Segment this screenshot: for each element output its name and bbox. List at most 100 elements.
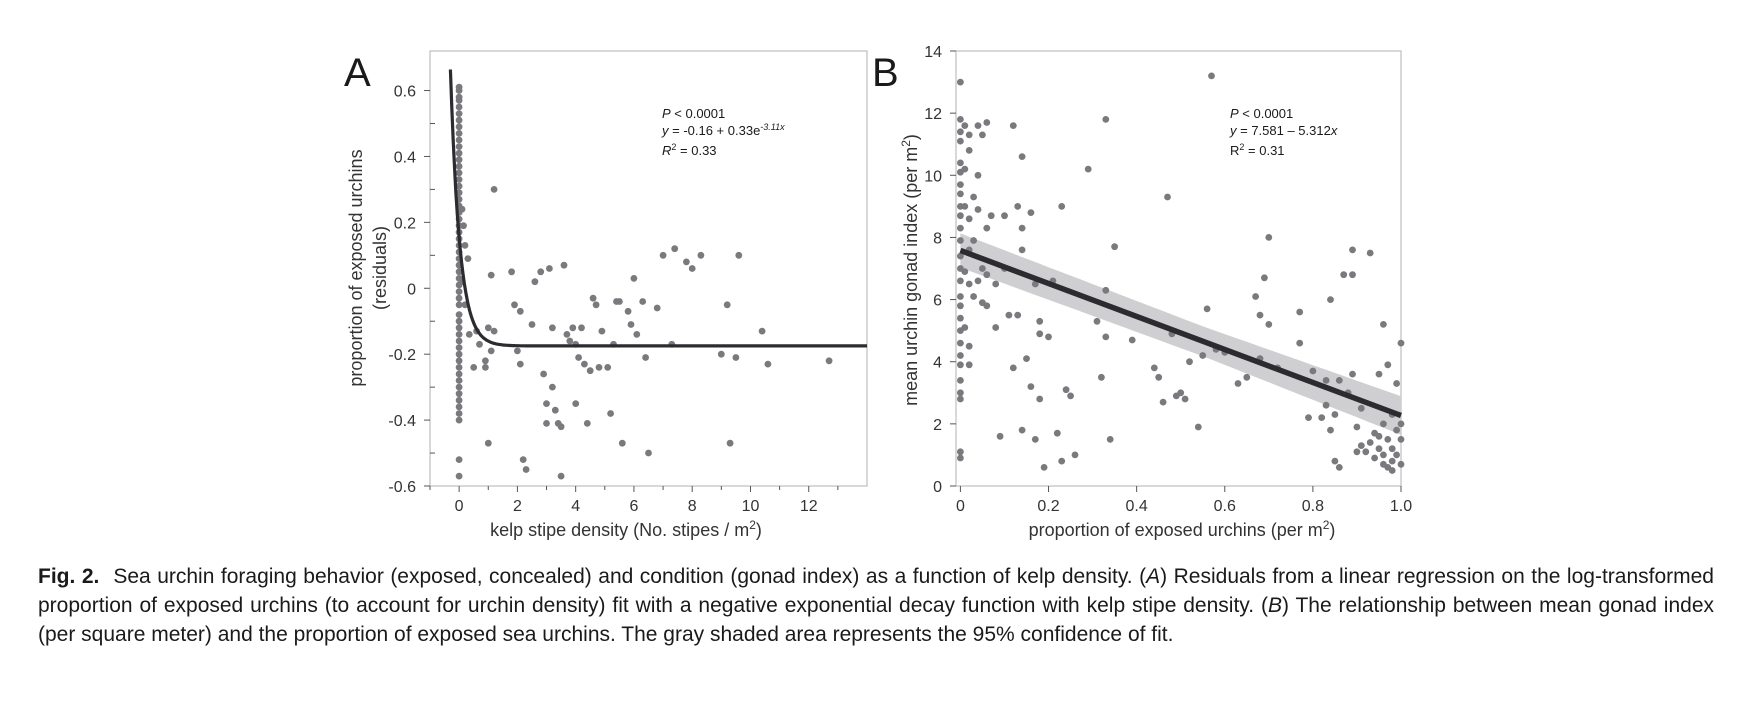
panel-b-frame [955, 50, 1402, 487]
panel-a-point-71 [490, 186, 498, 193]
panel-b-point-85 [1084, 165, 1092, 173]
panel-a-x-tick-label-6: 12 [800, 498, 818, 515]
panel-a-point-107 [604, 364, 612, 371]
panel-b-point-90 [1102, 333, 1110, 341]
caption-text-2: ) Residuals from a linear regression on … [38, 565, 1714, 617]
panel-b-x-tick-label-0: 0 [956, 498, 965, 515]
panel-a-frame [429, 50, 868, 487]
panel-a-point-7 [455, 123, 463, 131]
panel-a-point-106 [598, 327, 606, 335]
panel-b-point-32 [965, 131, 973, 139]
panel-a-point-76 [516, 360, 524, 368]
panel-a-point-3 [455, 97, 463, 104]
panel-b-point-27 [961, 122, 969, 129]
panel-b-point-36 [965, 280, 973, 288]
panel-b-point-45 [974, 277, 982, 285]
panel-b-point-31 [961, 324, 969, 331]
panel-b-point-2 [957, 128, 964, 136]
panel-a-point-82 [540, 370, 547, 378]
panel-a-point-80 [531, 278, 539, 286]
panel-b-point-140 [1362, 448, 1370, 456]
panel-a-point-92 [560, 261, 568, 269]
panel-b-point-44 [974, 206, 982, 213]
svg-text:mean urchin gonad index (per m: mean urchin gonad index (per m2) [899, 134, 921, 406]
panel-b-point-42 [974, 122, 982, 129]
panel-a-equation: y = -0.16 + 0.33e-3.11x [661, 122, 785, 138]
panel-b-point-19 [957, 339, 964, 347]
panel-a-point-118 [642, 354, 649, 361]
panel-b-point-153 [1384, 361, 1392, 369]
panel-b-point-103 [1194, 423, 1202, 431]
panel-b-point-6 [957, 181, 964, 189]
panel-a-p-value: P < 0.0001 [662, 106, 725, 121]
panel-a-ticks: 0 2 4 6 8 10 12 -0.6 -0.4 -0.2 0 0.2 0.4 0.6 [388, 84, 839, 515]
panel-b-point-135 [1349, 370, 1356, 378]
panel-a-point-113 [624, 307, 632, 315]
panel-a-point-60 [465, 331, 473, 338]
panel-b-point-17 [957, 314, 964, 322]
panel-b-point-62 [1014, 203, 1022, 210]
panel-a-x-tick-label-0: 0 [455, 498, 464, 515]
panel-b-point-9 [957, 212, 964, 220]
panel-b: B 0 0.2 0.4 0.6 0.8 1.0 0 2 4 6 8 10 12 14 P < 0.0001… [872, 44, 1412, 540]
panel-b-point-145 [1375, 432, 1383, 440]
panel-b-point-12 [957, 252, 964, 260]
panel-b-point-26 [957, 454, 964, 462]
panel-b-point-119 [1296, 308, 1304, 316]
panel-a-point-6 [455, 116, 463, 124]
panel-b-point-84 [1071, 451, 1079, 459]
panel-b-point-3 [957, 137, 964, 145]
panel-a: A 0 2 4 6 8 10 12 -0.6 -0.4 -0.2 0 0.2 0.4 0.6 P < 0.… [344, 50, 868, 540]
panel-a-point-37 [455, 324, 463, 332]
panel-a-point-93 [563, 331, 571, 338]
panel-b-y-tick-label-5: 10 [924, 168, 942, 185]
panel-b-x-tick-label-5: 1.0 [1390, 498, 1412, 515]
panel-a-point-50 [455, 410, 463, 417]
panel-b-point-100 [1177, 389, 1185, 397]
caption-text-3: ) The relationship between mean gonad in… [38, 594, 1715, 646]
panel-b-point-66 [1018, 246, 1026, 254]
panel-a-point-78 [522, 466, 530, 473]
panel-b-r-squared: R2 = 0.31 [1230, 142, 1285, 158]
panel-a-y-tick-label-6: 0.6 [394, 84, 416, 101]
caption-panel-ref-a: A [1146, 565, 1161, 588]
panel-a-point-55 [460, 222, 467, 230]
panel-a-point-102 [586, 367, 594, 375]
panel-a-point-81 [537, 268, 545, 276]
panel-b-point-115 [1265, 321, 1273, 328]
panel-b-y-tick-label-3: 6 [933, 293, 942, 310]
panel-a-point-90 [557, 423, 565, 431]
panel-b-point-110 [1243, 373, 1251, 381]
panel-a-point-75 [516, 307, 524, 315]
panel-a-point-70 [490, 327, 498, 335]
panel-a-y-axis-label: proportion of exposed urchins (residuals… [346, 149, 390, 386]
panel-b-point-161 [1397, 460, 1405, 468]
panel-b-point-16 [957, 302, 964, 310]
panel-a-point-119 [645, 449, 652, 457]
panel-a-point-69 [487, 271, 495, 279]
caption-figure-label: Fig. 2. [38, 565, 100, 588]
panel-a-point-97 [572, 400, 580, 407]
panel-a-x-tick-label-4: 8 [688, 498, 697, 515]
panel-b-x-tick-label-1: 0.2 [1037, 498, 1059, 515]
panel-b-point-30 [961, 268, 969, 275]
panel-a-point-66 [484, 324, 492, 332]
panel-b-point-0 [957, 78, 964, 86]
panel-a-point-115 [630, 275, 638, 282]
panel-a-point-134 [825, 357, 833, 365]
panel-a-point-84 [543, 420, 550, 427]
panel-a-point-36 [455, 317, 463, 325]
panel-b-point-95 [1155, 373, 1163, 381]
panel-b-point-81 [1058, 203, 1066, 210]
caption-panel-ref-b: B [1267, 594, 1282, 617]
panel-a-point-100 [581, 360, 588, 368]
panel-b-point-138 [1357, 442, 1365, 449]
panel-a-point-94 [566, 337, 574, 345]
panel-a-r-squared: R2 = 0.33 [662, 142, 717, 158]
panel-a-point-51 [455, 416, 463, 424]
panel-a-point-44 [455, 370, 463, 378]
panel-b-point-102 [1186, 358, 1193, 366]
panel-a-y-tick-label-0: -0.6 [388, 479, 416, 496]
panel-a-x-axis-label: kelp stipe density (No. stipes / m2) [490, 518, 762, 540]
panel-b-regression-line [959, 247, 1402, 419]
